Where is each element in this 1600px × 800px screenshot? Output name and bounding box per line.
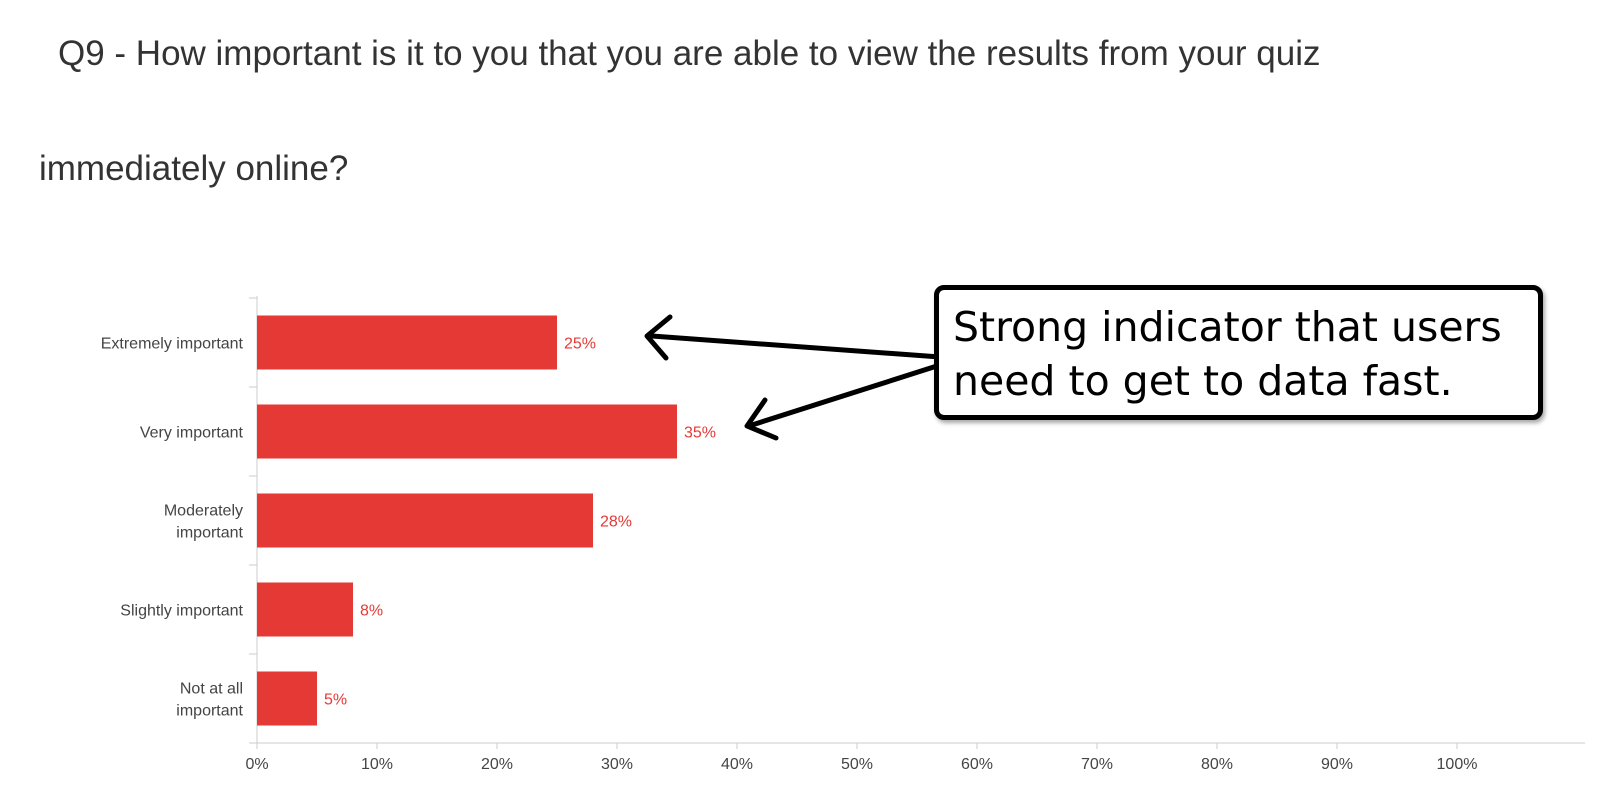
annotation-arrowhead-2 (744, 397, 779, 441)
bar-value-label: 28% (600, 514, 632, 531)
x-tick-label: 90% (1321, 756, 1353, 773)
category-label: Extremely important (101, 336, 244, 353)
question-title-line-1: Q9 - How important is it to you that you… (58, 34, 1321, 73)
question-title-line-2: immediately online? (39, 149, 349, 188)
bar (257, 404, 677, 459)
annotation-arrow-1 (649, 333, 943, 360)
annotation-callout: Strong indicator that users need to get … (934, 285, 1543, 420)
x-tick-label: 30% (601, 756, 633, 773)
annotation-arrow-2 (749, 362, 943, 428)
bar-value-label: 5% (324, 692, 347, 709)
annotation-text: Strong indicator that users need to get … (953, 303, 1502, 405)
x-tick-label: 100% (1437, 756, 1478, 773)
bar-value-label: 35% (684, 425, 716, 442)
category-label: important (176, 525, 243, 542)
bar (257, 671, 317, 726)
category-label: important (176, 703, 243, 720)
x-tick-label: 0% (245, 756, 268, 773)
bar (257, 582, 353, 637)
x-tick-label: 70% (1081, 756, 1113, 773)
x-tick-label: 20% (481, 756, 513, 773)
x-tick-label: 60% (961, 756, 993, 773)
x-tick-label: 10% (361, 756, 393, 773)
x-tick-label: 50% (841, 756, 873, 773)
bar-value-label: 25% (564, 336, 596, 353)
annotation-arrowhead-1 (644, 314, 673, 361)
category-label: Not at all (180, 681, 243, 698)
category-label: Moderately (164, 503, 243, 520)
category-label: Very important (140, 425, 244, 442)
bar (257, 315, 557, 370)
bar-value-label: 8% (360, 603, 383, 620)
x-tick-label: 80% (1201, 756, 1233, 773)
category-label: Slightly important (120, 603, 243, 620)
x-tick-label: 40% (721, 756, 753, 773)
bar (257, 493, 593, 548)
